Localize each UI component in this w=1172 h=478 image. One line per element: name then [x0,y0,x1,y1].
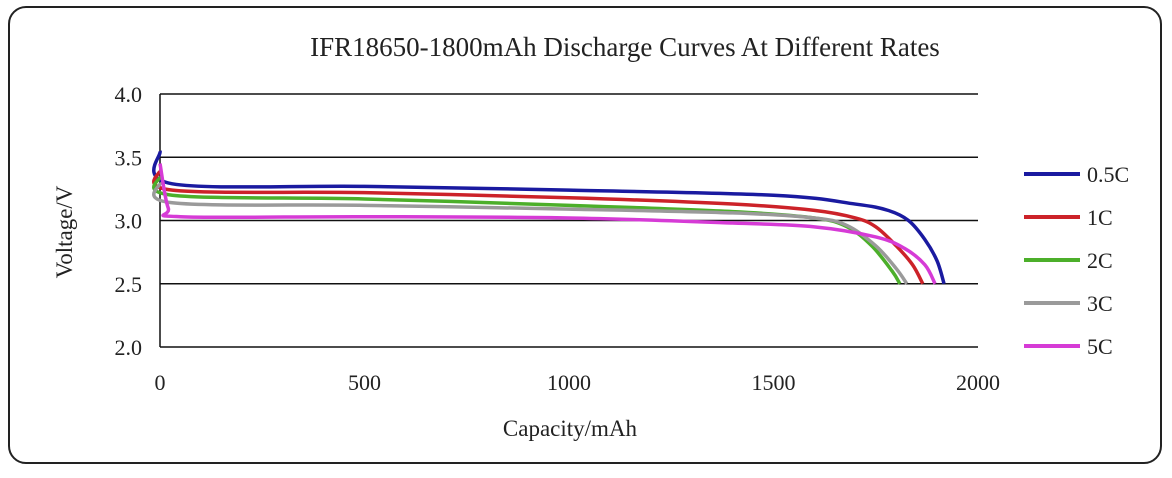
y-tick-label: 4.0 [115,82,143,107]
chart-title: IFR18650-1800mAh Discharge Curves At Dif… [310,32,940,62]
y-tick-label: 3.5 [115,145,143,170]
series-line-0-5c [152,150,946,285]
legend-label: 5C [1087,334,1113,359]
x-tick-label: 1500 [752,370,796,395]
x-axis-label: Capacity/mAh [503,416,638,441]
series-line-3c [152,180,909,285]
legend-label: 2C [1087,248,1113,273]
y-tick-label: 3.0 [115,209,143,234]
legend-label: 1C [1087,205,1113,230]
x-tick-label: 2000 [956,370,1000,395]
chart-frame [8,6,1162,464]
y-tick-label: 2.0 [115,335,143,360]
legend-label: 0.5C [1087,162,1129,187]
series-line-5c [158,163,937,285]
y-tick-label: 2.5 [115,272,143,297]
x-tick-label: 1000 [547,370,591,395]
legend-label: 3C [1087,291,1113,316]
y-axis-label: Voltage/V [52,185,77,278]
x-tick-label: 500 [348,370,381,395]
x-tick-label: 0 [155,370,166,395]
